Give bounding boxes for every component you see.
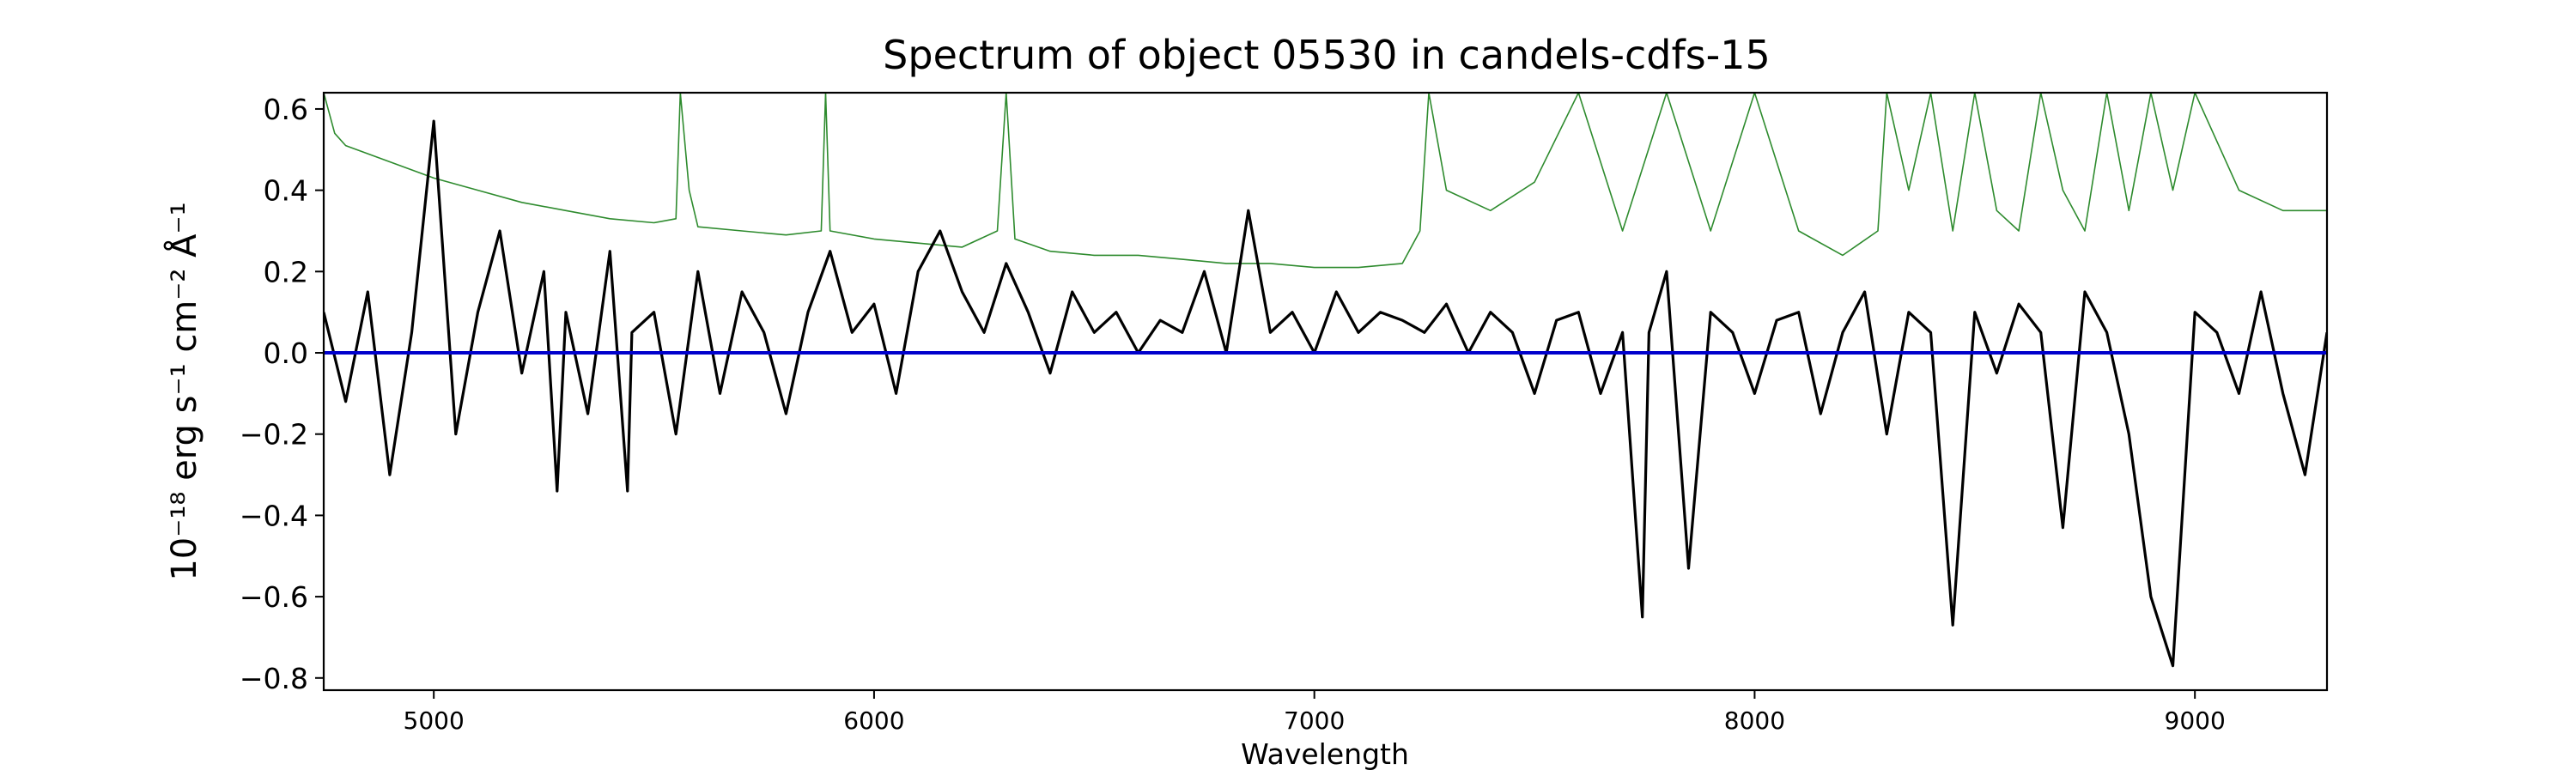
noise-line — [324, 93, 2327, 269]
y-tick-label: −0.4 — [240, 499, 308, 532]
y-tick-label: 0.2 — [264, 255, 308, 288]
x-axis-label: Wavelength — [1241, 737, 1409, 771]
x-tick-label: 7000 — [1284, 706, 1345, 735]
x-tick-label: 5000 — [404, 706, 465, 735]
y-tick-label: 0.4 — [264, 174, 308, 208]
plot-area — [324, 93, 2327, 668]
y-axis-label: 10⁻¹⁸ erg s⁻¹ cm⁻² Å⁻¹ — [163, 202, 204, 580]
chart-title: Spectrum of object 05530 in candels-cdfs… — [883, 32, 1771, 78]
x-tick-label: 6000 — [843, 706, 904, 735]
y-tick-label: −0.6 — [240, 580, 308, 614]
flux-line — [324, 119, 2327, 668]
y-tick-label: 0.0 — [264, 336, 308, 370]
x-tick-label: 9000 — [2165, 706, 2226, 735]
y-tick-label: 0.6 — [264, 93, 308, 126]
y-tick-label: −0.2 — [240, 418, 308, 452]
plot-frame — [322, 91, 2329, 692]
y-tick-label: −0.8 — [240, 662, 308, 695]
x-tick-label: 8000 — [1724, 706, 1785, 735]
x-axis: 5000 6000 7000 8000 9000 — [404, 690, 2226, 735]
y-axis: −0.8 −0.6 −0.4 −0.2 0.0 0.2 0.4 0.6 — [240, 93, 324, 695]
